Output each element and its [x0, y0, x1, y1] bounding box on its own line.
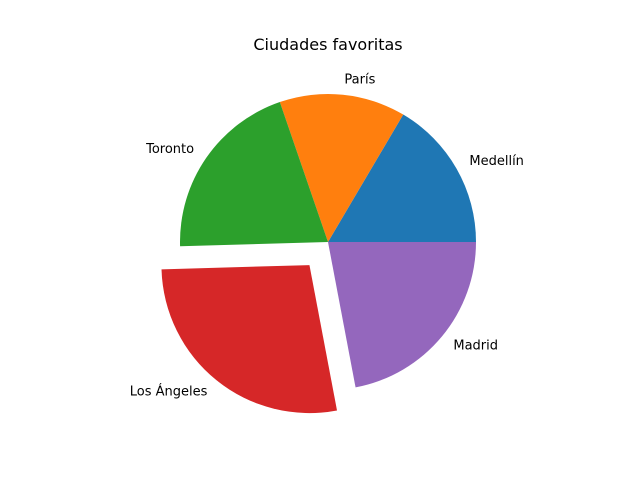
pie-label-toronto: Toronto — [145, 142, 194, 157]
pie-slice-madrid — [328, 242, 476, 388]
pie-labels: Medellín París Toronto Los Ángeles Madrid — [130, 73, 524, 400]
pie-label-madrid: Madrid — [453, 338, 498, 353]
chart-title: Ciudades favoritas — [253, 35, 402, 54]
pie-label-medellin: Medellín — [469, 154, 524, 169]
pie-slice-paris — [279, 93, 404, 242]
pie-slices — [161, 93, 477, 414]
pie-slice-toronto — [179, 102, 328, 247]
pie-slice-medellin — [328, 114, 477, 242]
pie-slice-los-angeles — [161, 265, 338, 414]
pie-label-paris: París — [344, 73, 375, 88]
pie-label-los-angeles: Los Ángeles — [130, 383, 208, 399]
